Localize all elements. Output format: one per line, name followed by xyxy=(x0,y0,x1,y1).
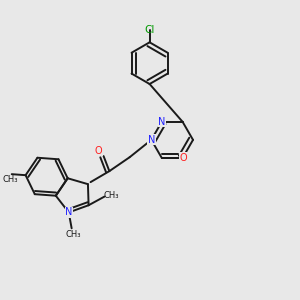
Text: O: O xyxy=(94,146,102,156)
Text: O: O xyxy=(180,153,187,163)
Text: Cl: Cl xyxy=(144,25,155,35)
Text: CH₃: CH₃ xyxy=(65,230,81,238)
Text: N: N xyxy=(148,135,155,145)
Text: CH₃: CH₃ xyxy=(2,176,18,184)
Text: N: N xyxy=(65,207,72,218)
Text: CH₃: CH₃ xyxy=(103,191,118,200)
Text: N: N xyxy=(158,117,165,127)
